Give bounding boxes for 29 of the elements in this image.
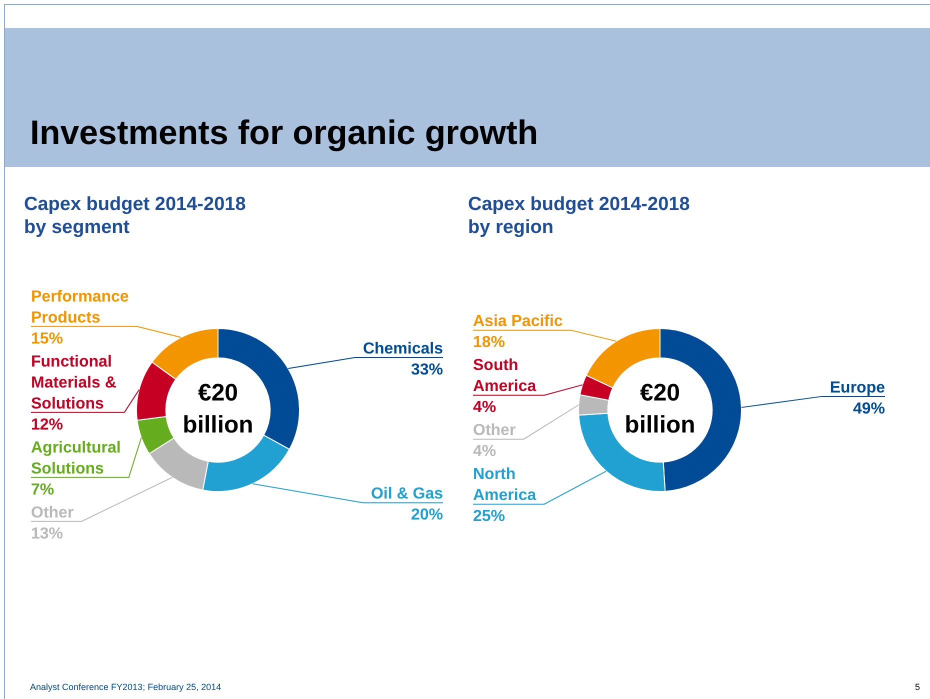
data-label: 12%	[31, 416, 64, 434]
chart-title: Capex budget 2014-2018 by segment	[24, 193, 247, 239]
data-label: 7%	[31, 481, 54, 498]
text: €20 billion	[624, 380, 696, 439]
data-label: 20%	[410, 506, 443, 524]
chart-title: Capex budget 2014-2018 by region	[468, 193, 691, 239]
slice-label: Oil & Gas	[370, 486, 444, 503]
slice-label: North America	[473, 466, 536, 504]
data-label: 4%	[473, 443, 496, 460]
slice-label: Functional Materials & Solutions	[31, 353, 117, 412]
slice-label: Agricultural Solutions	[31, 439, 121, 478]
slice-label: Europe	[830, 379, 886, 396]
slice-label: Performance Products	[31, 288, 129, 326]
slice-label: South America	[473, 357, 536, 396]
slice-label: Other	[473, 422, 516, 440]
slice-label: Other	[31, 504, 74, 522]
text: Analyst Conference FY2013; February 25, 2014	[30, 682, 222, 692]
data-label: 25%	[473, 508, 506, 526]
data-label: 4%	[473, 399, 496, 416]
slice-label: Chemicals	[362, 340, 444, 358]
data-label: 15%	[31, 330, 64, 348]
text: Investments for organic growth	[30, 114, 538, 153]
text: €20 billion	[182, 380, 254, 439]
slice-label: Asia Pacific	[473, 313, 563, 330]
data-label: 49%	[852, 400, 885, 418]
data-label: 13%	[31, 525, 64, 542]
data-label: 33%	[410, 362, 443, 379]
data-label: 18%	[473, 334, 506, 352]
text: 5	[914, 682, 920, 692]
